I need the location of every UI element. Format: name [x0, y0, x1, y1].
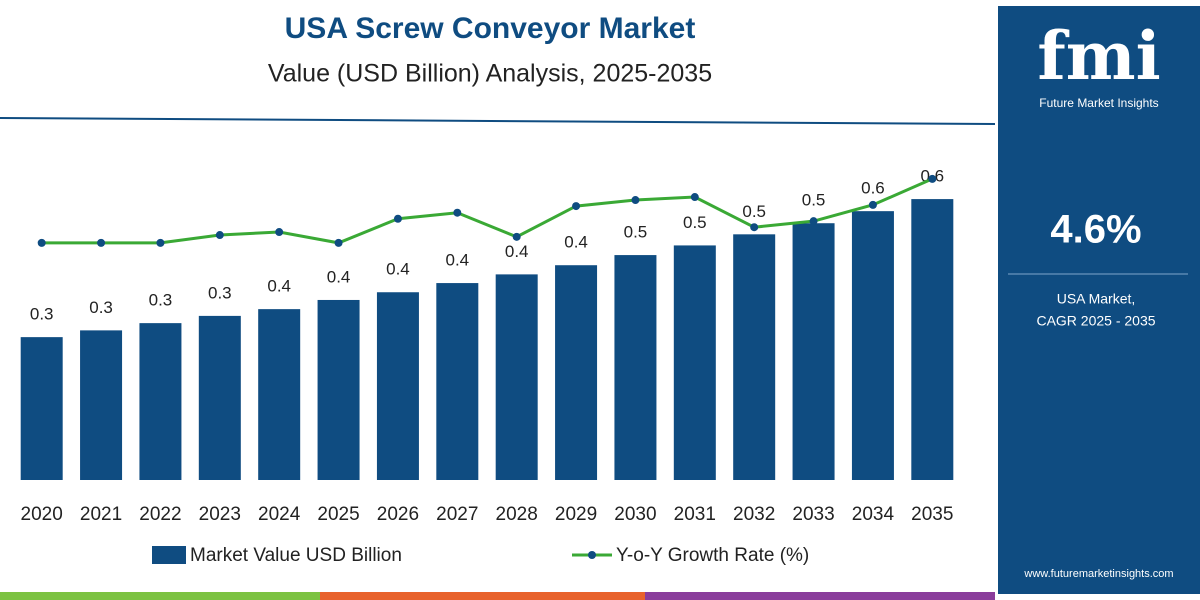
bar: [495, 274, 538, 480]
x-tick-label: 2025: [317, 504, 359, 525]
line-marker: [690, 193, 699, 202]
data-label: 0.4: [267, 277, 291, 296]
bar: [673, 245, 716, 480]
x-tick-label: 2024: [258, 504, 301, 525]
legend-label: Y-o-Y Growth Rate (%): [616, 545, 809, 566]
sidebar-panel: [998, 6, 1200, 594]
cagr-label: USA Market,: [1057, 291, 1136, 307]
footer-stripe: [320, 592, 645, 600]
bar: [317, 299, 360, 480]
bar: [198, 315, 241, 480]
bar: [20, 337, 63, 480]
data-label: 0.5: [683, 213, 707, 232]
line: [41, 177, 933, 245]
bar: [258, 309, 301, 480]
data-label: 0.5: [742, 202, 766, 221]
line-marker: [156, 238, 165, 247]
line-marker: [453, 208, 462, 217]
bar: [436, 283, 479, 480]
brand: Future Market Insights: [1039, 96, 1158, 110]
line-marker: [97, 238, 106, 247]
legend-swatch: [152, 546, 186, 564]
footer-stripe: [645, 592, 995, 600]
data-label: 0.4: [386, 260, 410, 279]
x-tick-label: 2033: [792, 504, 834, 525]
logo: fmi: [1037, 17, 1160, 95]
chart-title: USA Screw Conveyor Market: [285, 12, 696, 45]
website: www.futuremarketinsights.com: [1023, 568, 1173, 580]
data-label: 0.5: [802, 191, 826, 210]
bar: [614, 255, 657, 480]
data-label: 0.3: [30, 305, 54, 324]
line-marker: [750, 223, 759, 232]
legend-label: Market Value USD Billion: [190, 545, 402, 566]
x-tick-label: 2029: [555, 504, 597, 525]
bar: [851, 211, 894, 480]
bar: [139, 323, 182, 480]
footer-stripe: [0, 592, 320, 600]
bar: [80, 330, 123, 480]
x-tick-label: 2030: [614, 504, 656, 525]
data-label: 0.3: [208, 283, 232, 302]
x-tick-label: 2028: [496, 504, 538, 525]
data-label: 0.4: [327, 267, 351, 286]
data-label: 0.5: [624, 223, 648, 242]
cagr-value: 4.6%: [1050, 208, 1141, 252]
cagr-label: CAGR 2025 - 2035: [1036, 313, 1155, 329]
x-tick-label: 2035: [911, 504, 953, 525]
x-tick-label: 2031: [674, 504, 716, 525]
data-label: 0.3: [149, 291, 173, 310]
line-marker: [928, 174, 937, 183]
line-marker: [275, 228, 284, 237]
bar: [376, 292, 419, 480]
line-marker: [215, 231, 224, 240]
data-label: 0.4: [445, 251, 469, 270]
line-marker: [631, 196, 640, 205]
x-tick-label: 2032: [733, 504, 775, 525]
title-rule: [0, 117, 996, 125]
line-marker: [393, 214, 402, 223]
bar: [555, 265, 598, 480]
line-marker: [868, 200, 877, 209]
bar: [733, 234, 776, 480]
legend-swatch: [588, 551, 596, 559]
bar: [792, 223, 835, 481]
line-marker: [572, 202, 581, 211]
data-label: 0.6: [861, 179, 885, 198]
data-label: 0.4: [564, 233, 588, 252]
data-label: 0.4: [505, 242, 529, 261]
x-tick-label: 2027: [436, 504, 478, 525]
x-tick-label: 2034: [852, 504, 895, 525]
bar: [911, 199, 954, 480]
x-tick-label: 2022: [139, 504, 181, 525]
x-tick-label: 2020: [21, 504, 63, 525]
line-marker: [512, 232, 521, 241]
line-marker: [809, 217, 818, 226]
x-tick-label: 2023: [199, 504, 241, 525]
x-tick-label: 2021: [80, 504, 122, 525]
line-marker: [334, 238, 343, 247]
x-tick-label: 2026: [377, 504, 419, 525]
chart-subtitle: Value (USD Billion) Analysis, 2025-2035: [268, 60, 712, 88]
data-label: 0.3: [89, 298, 113, 317]
line-marker: [37, 238, 46, 247]
